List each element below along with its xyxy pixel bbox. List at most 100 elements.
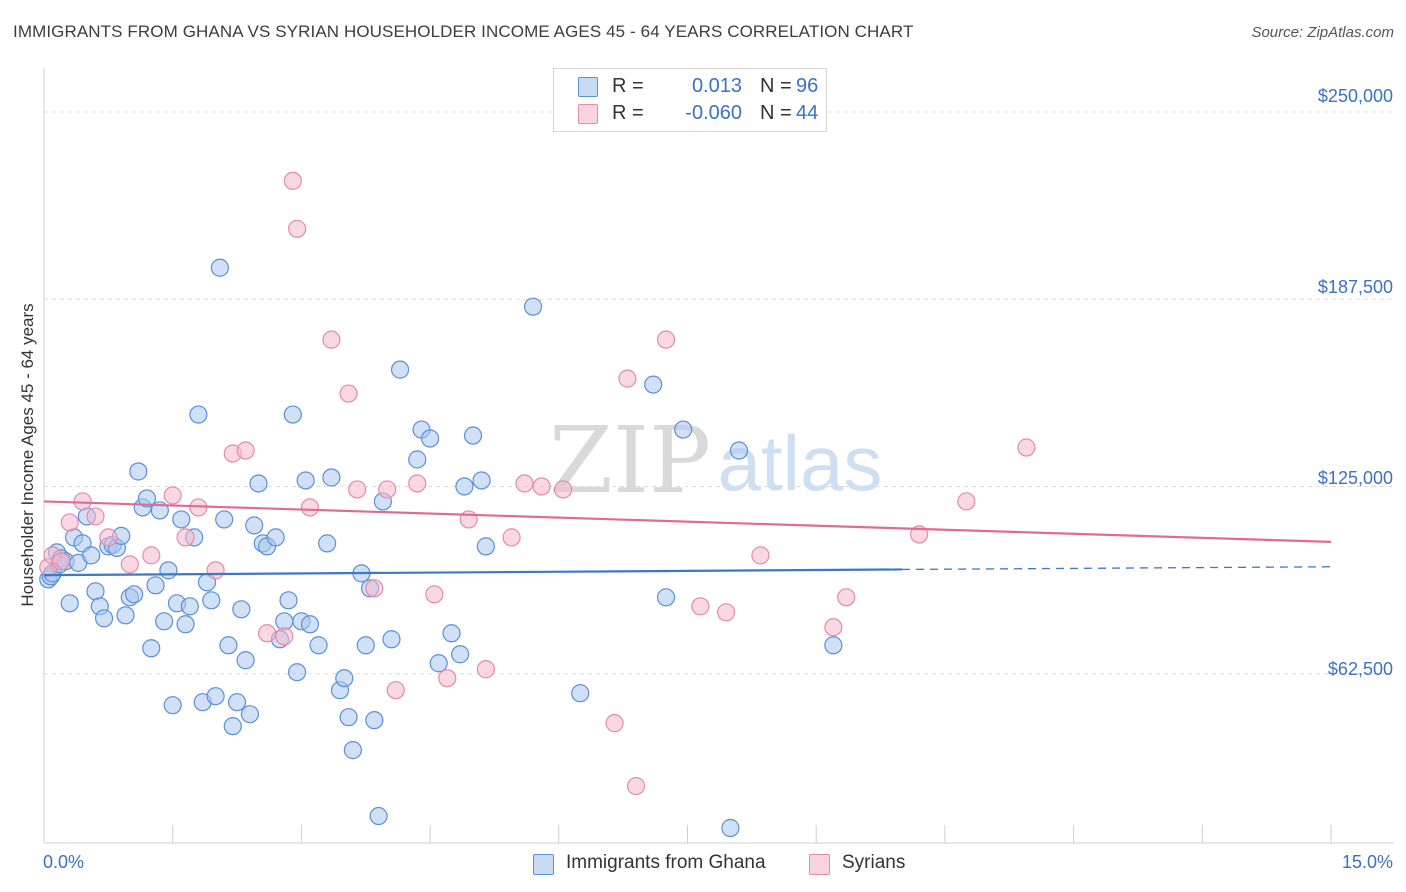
stats-legend: R = 0.013 N = 96 R = -0.060 N = 44: [553, 68, 827, 132]
y-tick-label: $125,000: [1317, 468, 1393, 488]
trend-lines: [43, 500, 1332, 577]
syrians-point: [691, 597, 710, 616]
ghana-point: [322, 468, 341, 487]
ghana-point: [296, 471, 315, 490]
ghana-point: [219, 636, 238, 655]
ghana-point: [124, 585, 144, 604]
ghana-swatch: [533, 854, 554, 875]
syrians-point: [86, 507, 105, 526]
y-tick-label: $250,000: [1317, 86, 1393, 106]
syrians-point: [425, 585, 444, 604]
syrians-point: [236, 441, 255, 460]
series-ghana-points: [39, 258, 843, 838]
ghana-point: [674, 420, 693, 439]
n-value-syrians: 44: [796, 101, 819, 124]
ghana-point: [82, 546, 101, 565]
ghana-point: [382, 630, 401, 649]
ghana-point: [142, 639, 161, 658]
syrians-point: [1017, 438, 1036, 457]
syrians-point: [99, 528, 118, 547]
syrians-point: [163, 486, 182, 505]
ghana-trend-extension: [901, 566, 1332, 571]
syrians-point: [502, 528, 521, 547]
syrians-point: [378, 480, 397, 499]
ghana-point: [288, 663, 307, 682]
syrians-point: [348, 480, 367, 499]
series-syrians-points: [39, 171, 1036, 796]
ghana-point: [163, 696, 182, 715]
syrians-point: [476, 660, 495, 679]
ghana-point: [369, 806, 388, 826]
syrians-point: [408, 474, 427, 493]
ghana-point: [206, 687, 225, 706]
chart-source: Source: ZipAtlas.com: [1251, 24, 1394, 41]
ghana-point: [721, 818, 740, 838]
syrians-point: [176, 528, 195, 547]
syrians-point: [288, 219, 307, 238]
syrians-point: [515, 474, 534, 493]
ghana-point: [215, 510, 234, 529]
ghana-point: [283, 405, 302, 424]
ghana-point: [408, 450, 427, 469]
syrians-swatch: [809, 854, 830, 875]
ghana-point: [343, 741, 362, 760]
ghana-point: [240, 705, 260, 724]
ghana-point: [656, 588, 676, 607]
legend-label-syrians: Syrians: [842, 852, 906, 873]
syrians-point: [60, 513, 79, 532]
ghana-point: [279, 591, 298, 610]
syrians-point: [438, 669, 457, 688]
syrians-point: [605, 714, 624, 733]
ghana-point: [644, 375, 663, 394]
ghana-point: [421, 429, 440, 448]
syrians-point: [532, 477, 551, 496]
ghana-point: [245, 516, 264, 535]
ghana-point: [571, 684, 590, 703]
ghana-point: [180, 597, 199, 616]
ghana-point: [210, 258, 229, 277]
x-tick-label-left: 0.0%: [43, 852, 85, 872]
ghana-point: [451, 645, 470, 664]
grid-lines: [44, 111, 1394, 675]
syrians-point: [957, 492, 976, 511]
syrians-point: [120, 555, 139, 574]
syrians-point: [553, 480, 573, 499]
ghana-point: [300, 615, 320, 634]
r-value-syrians: -0.060: [685, 101, 742, 124]
syrians-point: [283, 171, 302, 190]
syrians-point: [626, 776, 646, 796]
ghana-point: [523, 297, 543, 316]
axes: [43, 68, 1394, 844]
ghana-point: [463, 426, 483, 445]
ghana-point: [202, 591, 221, 610]
syrians-point: [656, 330, 676, 349]
syrians-point: [459, 510, 478, 529]
ghana-point: [365, 711, 384, 730]
watermark-atlas: atlas: [718, 419, 883, 507]
syrians-point: [275, 627, 294, 646]
ghana-point: [339, 708, 358, 727]
ghana-point: [60, 594, 79, 613]
ghana-point: [137, 489, 157, 508]
syrians-trend-line: [43, 500, 1332, 543]
ghana-point: [824, 636, 843, 655]
syrians-point: [339, 384, 358, 403]
ghana-point: [116, 606, 135, 625]
ghana-point: [189, 405, 208, 424]
y-tick-label: $187,500: [1317, 277, 1393, 297]
legend-label-ghana: Immigrants from Ghana: [566, 852, 766, 873]
ghana-point: [236, 651, 255, 670]
syrians-point: [824, 618, 843, 637]
ghana-point: [176, 615, 195, 634]
syrians-point: [257, 624, 277, 643]
ghana-point: [129, 462, 148, 481]
y-tick-label: $62,500: [1327, 659, 1393, 679]
ghana-point: [159, 561, 178, 580]
ghana-point: [266, 528, 285, 547]
ghana-point: [94, 609, 114, 628]
y-axis-label: Householder Income Ages 45 - 64 years: [18, 303, 37, 607]
syrians-point: [322, 330, 341, 349]
ghana-point: [476, 537, 495, 556]
ghana-point: [335, 669, 354, 688]
